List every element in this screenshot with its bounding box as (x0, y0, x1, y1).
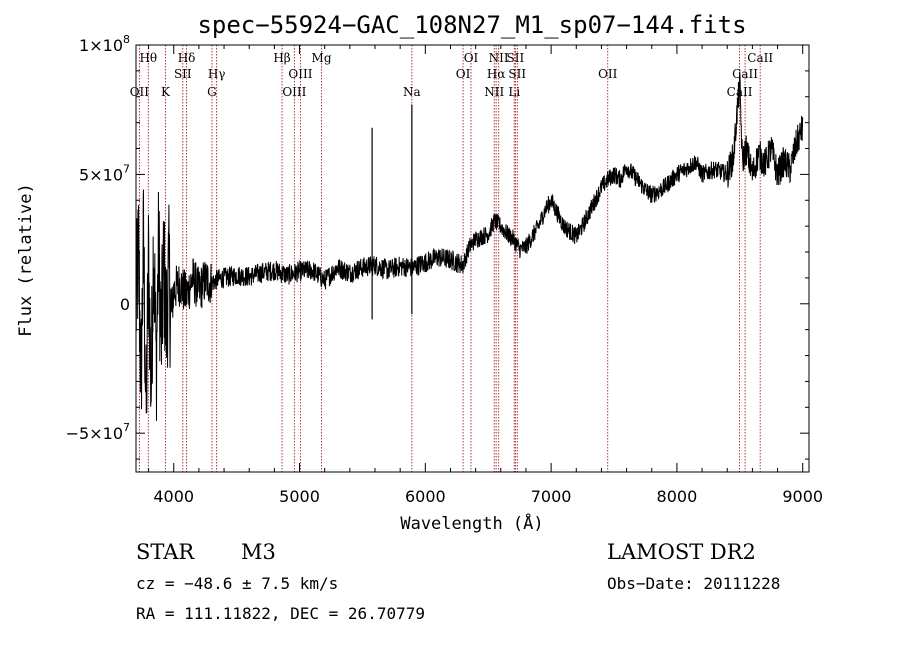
line-marker-label: OII (598, 67, 618, 81)
line-marker-label: SII (174, 67, 192, 81)
line-marker-label: OII (130, 85, 150, 99)
line-marker-label: NII (489, 51, 509, 65)
y-axis-label: Flux (relative) (16, 183, 36, 337)
line-marker-label: Hα (487, 67, 506, 81)
line-marker-label: NII (484, 85, 504, 99)
line-marker-label: OIII (288, 67, 312, 81)
y-tick-label: 1×108 (79, 33, 130, 55)
chart-title: spec−55924−GAC_108N27_M1_sp07−144.fits (197, 11, 746, 39)
line-marker-label: CaII (732, 67, 758, 81)
x-tick-label: 7000 (531, 487, 572, 506)
plot-frame (135, 44, 810, 473)
line-markers (138, 45, 761, 472)
line-marker-label: K (161, 85, 171, 99)
object-class: STAR (136, 540, 195, 564)
object-subclass: M3 (241, 540, 276, 564)
line-marker-label: Hθ (139, 51, 157, 65)
line-marker-label: Na (403, 85, 421, 99)
line-marker-label: Hγ (208, 67, 226, 81)
line-marker-label: SII (508, 67, 526, 81)
y-axis-ticks: −5×107 0 5×107 1×108 (66, 33, 809, 460)
line-marker-label: Mg (312, 51, 332, 65)
line-marker-label: Hβ (273, 51, 290, 65)
y-tick-label: 0 (120, 295, 130, 314)
x-tick-label: 8000 (657, 487, 698, 506)
x-axis-ticks: 4000 5000 6000 7000 8000 9000 (148, 45, 823, 506)
line-marker-labels: OIIHθKSIIHδGHγHβOIIIOIIIMgNaOIOINIIHαNII… (130, 51, 774, 99)
spectrum-spikes (371, 104, 413, 320)
line-marker-label: OIII (282, 85, 306, 99)
line-marker-label: OI (456, 67, 471, 81)
line-marker-label: Hδ (178, 51, 196, 65)
x-tick-label: 9000 (782, 487, 823, 506)
line-marker-label: SII (507, 51, 525, 65)
survey-name: LAMOST DR2 (607, 540, 756, 564)
sky-coordinates: RA = 111.11822, DEC = 26.70779 (136, 604, 425, 623)
x-tick-label: 4000 (153, 487, 194, 506)
line-marker-label: OI (464, 51, 479, 65)
line-marker-label: G (207, 85, 217, 99)
observation-date: Obs−Date: 20111228 (607, 574, 780, 593)
line-marker-label: CaII (747, 51, 773, 65)
y-tick-label: 5×107 (79, 162, 130, 184)
x-tick-label: 6000 (405, 487, 446, 506)
x-axis-label: Wavelength (Å) (400, 512, 543, 534)
line-marker-label: Li (508, 85, 520, 99)
redshift-velocity: cz = −48.6 ± 7.5 km/s (136, 574, 338, 593)
y-tick-label: −5×107 (66, 421, 130, 443)
spectrum-line (135, 71, 804, 421)
x-tick-label: 5000 (279, 487, 320, 506)
